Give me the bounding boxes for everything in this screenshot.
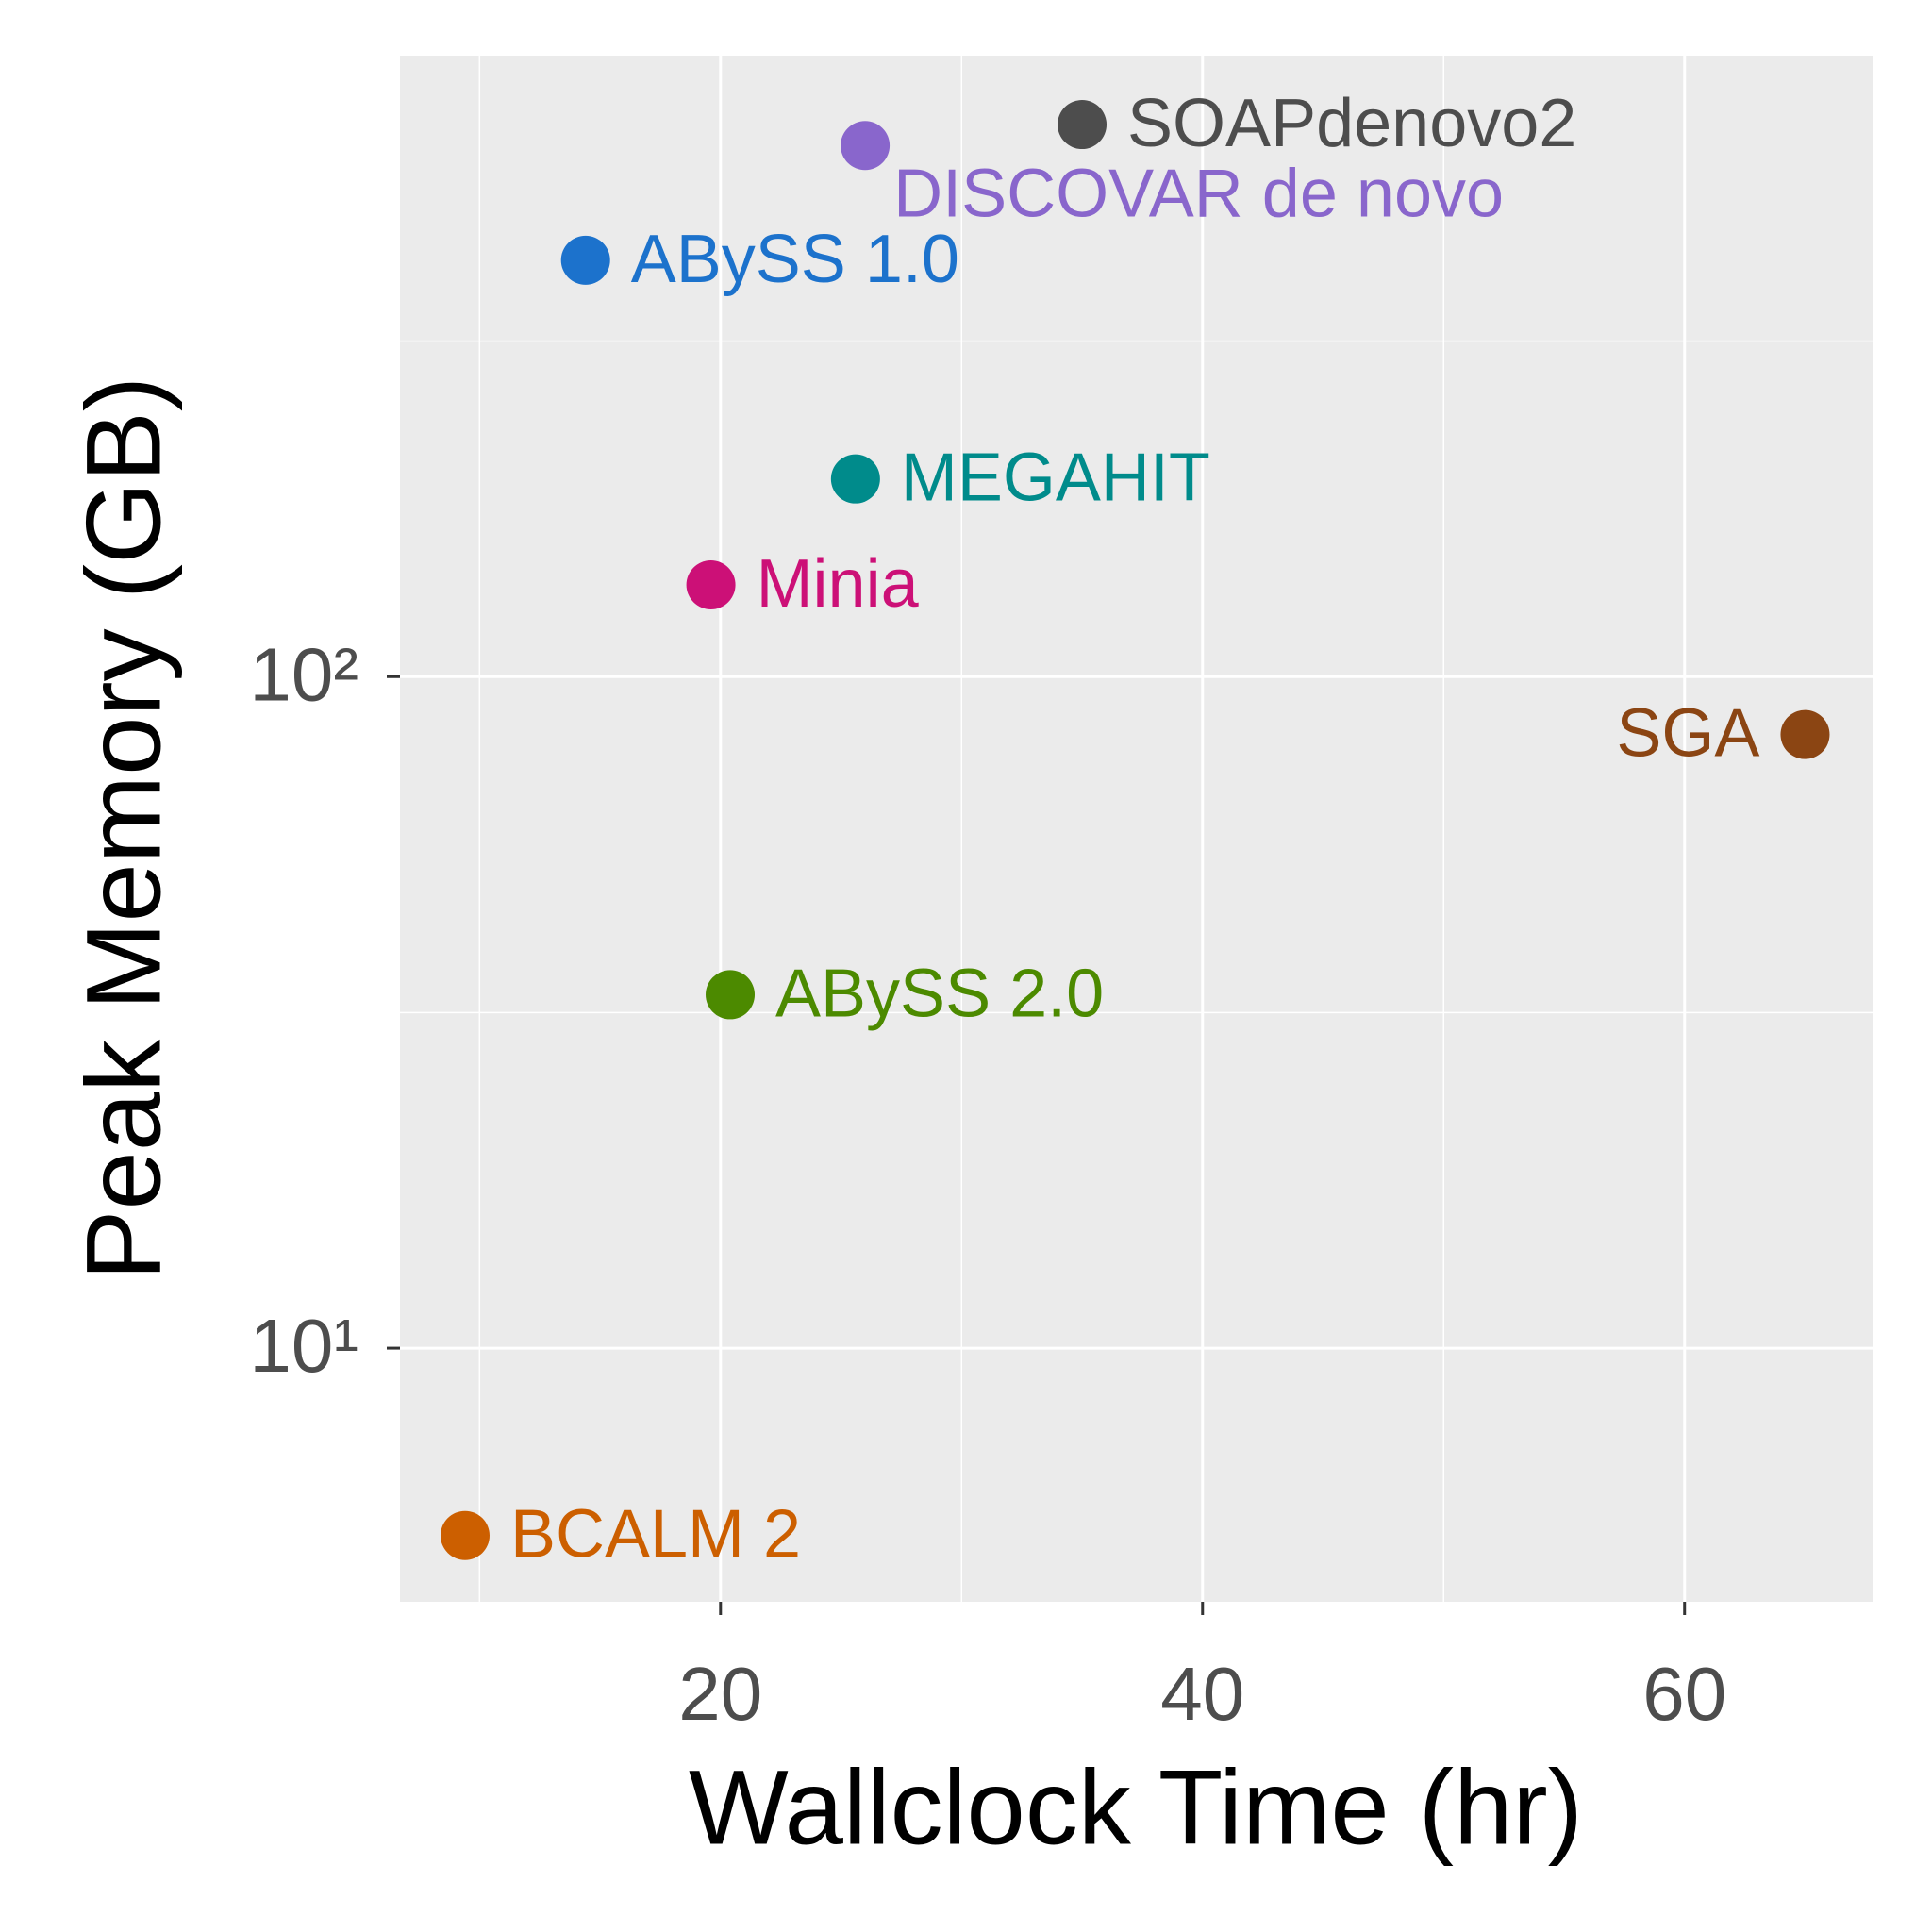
y-axis-title: Peak Memory (GB): [65, 376, 183, 1280]
point-label: ABySS 1.0: [631, 222, 959, 297]
point-label: BCALM 2: [510, 1497, 801, 1573]
point-label: SOAPdenovo2: [1127, 86, 1576, 161]
point-label: Minia: [757, 546, 920, 622]
point-label: SGA: [1616, 696, 1759, 772]
x-tick-label: 20: [678, 1652, 762, 1736]
point-label: DISCOVAR de novo: [893, 156, 1504, 231]
y-tick-label: 10¹: [249, 1304, 358, 1388]
x-axis-title: Wallclock Time (hr): [689, 1749, 1583, 1867]
y-tick-label: 10²: [249, 632, 358, 716]
point-label: MEGAHIT: [901, 441, 1210, 516]
x-tick-label: 40: [1160, 1652, 1244, 1736]
point: [560, 235, 610, 285]
point: [1780, 709, 1830, 759]
point: [440, 1510, 490, 1560]
point: [1058, 100, 1108, 150]
point: [706, 970, 756, 1020]
point: [686, 559, 736, 609]
point: [841, 121, 891, 171]
x-tick-label: 60: [1642, 1652, 1726, 1736]
point: [830, 454, 880, 504]
plot-panel: [400, 56, 1873, 1602]
point-label: ABySS 2.0: [775, 956, 1104, 1031]
